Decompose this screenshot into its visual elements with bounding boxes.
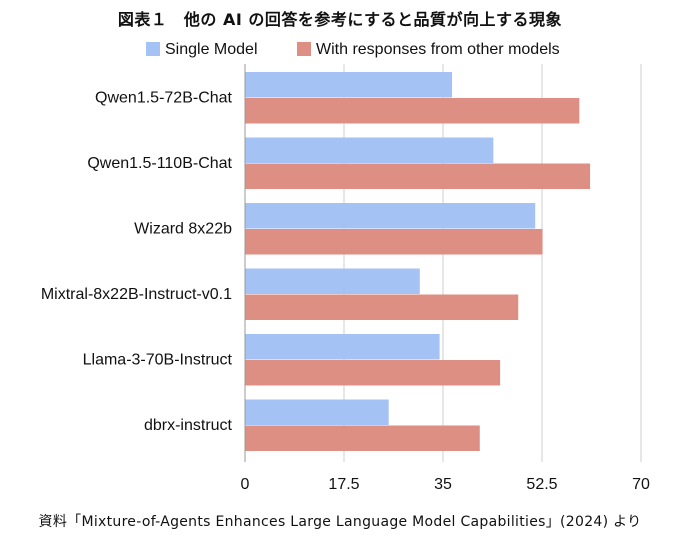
category-label: Wizard 8x22b xyxy=(134,221,232,238)
source-note: 資料「Mixture-of-Agents Enhances Large Lang… xyxy=(38,514,642,530)
bar-single-model-4 xyxy=(245,334,440,360)
category-label: dbrx-instruct xyxy=(144,417,233,434)
x-tick-label: 0 xyxy=(241,476,250,493)
bar-single-model-1 xyxy=(245,137,494,163)
legend-swatch-1 xyxy=(297,42,311,56)
x-tick-label: 70 xyxy=(632,476,650,493)
category-label: Qwen1.5-110B-Chat xyxy=(87,155,232,172)
x-tick-label: 52.5 xyxy=(526,476,557,493)
x-tick-label: 17.5 xyxy=(328,476,359,493)
bar-with-responses-4 xyxy=(245,360,501,386)
category-label: Qwen1.5-72B-Chat xyxy=(95,90,233,107)
bar-with-responses-5 xyxy=(245,425,480,451)
bar-with-responses-0 xyxy=(245,98,580,124)
bar-single-model-0 xyxy=(245,72,453,98)
x-tick-label: 35 xyxy=(434,476,452,493)
bar-single-model-2 xyxy=(245,203,536,229)
bar-with-responses-3 xyxy=(245,294,519,320)
bar-with-responses-1 xyxy=(245,163,591,189)
legend-swatch-0 xyxy=(146,42,160,56)
category-label: Llama-3-70B-Instruct xyxy=(83,352,233,369)
legend-label-0: Single Model xyxy=(165,41,258,58)
category-label: Mixtral-8x22B-Instruct-v0.1 xyxy=(41,286,232,303)
bar-single-model-3 xyxy=(245,268,420,294)
bar-with-responses-2 xyxy=(245,229,543,255)
bar-single-model-5 xyxy=(245,399,389,425)
chart-title: 図表１ 他の AI の回答を参考にすると品質が向上する現象 xyxy=(117,10,563,29)
legend-label-1: With responses from other models xyxy=(316,41,560,58)
